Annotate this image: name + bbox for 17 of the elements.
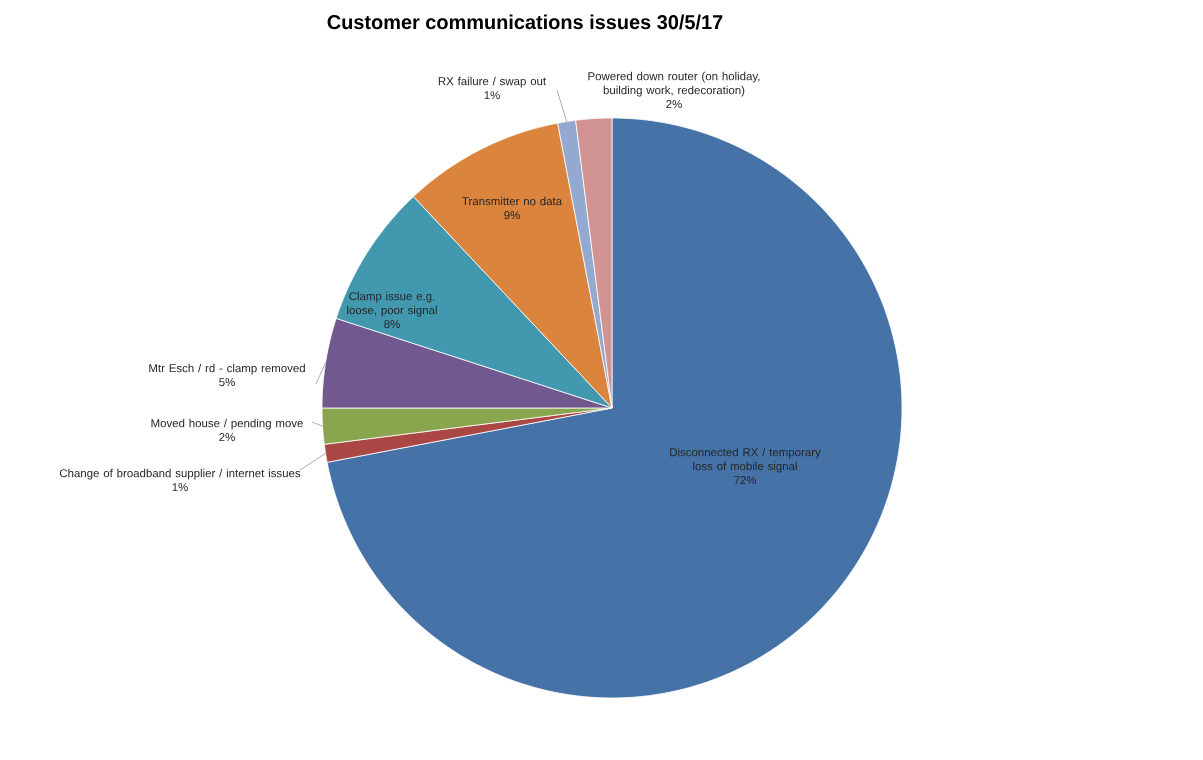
data-label: 2%: [666, 100, 682, 109]
slice-label: Transmitter no data: [462, 196, 563, 206]
slice-label: Mtr Esch / rd - clamp removed: [149, 363, 305, 375]
slice-label: Clamp issue e.g. loose, poor signal: [347, 291, 437, 317]
slice-label: RX failure / swap out: [438, 76, 547, 88]
data-label: 1%: [172, 483, 188, 492]
slice-label: Moved house / pending move: [151, 418, 303, 430]
data-label: 8%: [384, 320, 400, 329]
slice-label: Change of broadband supplier / internet issues: [59, 468, 301, 480]
data-label: 5%: [219, 378, 235, 387]
data-label: 2%: [219, 433, 235, 442]
data-label: 72%: [734, 476, 757, 485]
data-label: 1%: [484, 91, 500, 100]
chart-title: Customer communications issues 30/5/17: [327, 14, 723, 30]
slice-label: Powered down router (on holiday, building work, redecoration): [588, 71, 760, 97]
data-label: 9%: [504, 211, 520, 220]
slice-label: Disconnected RX / temporary loss of mobile signal: [670, 447, 821, 473]
